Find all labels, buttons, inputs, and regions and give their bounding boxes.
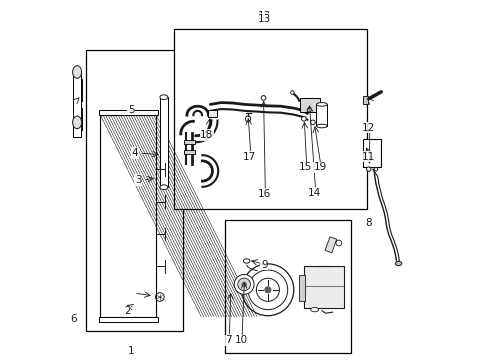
Bar bbox=[183, 140, 194, 144]
Bar bbox=[298, 275, 305, 301]
Bar bbox=[224, 220, 350, 353]
Bar bbox=[363, 139, 381, 167]
Ellipse shape bbox=[373, 167, 377, 171]
Text: 9: 9 bbox=[261, 260, 267, 270]
Bar bbox=[183, 150, 194, 154]
Text: 13: 13 bbox=[257, 11, 270, 21]
Text: 7: 7 bbox=[224, 335, 231, 345]
Text: 14: 14 bbox=[307, 188, 321, 198]
Ellipse shape bbox=[72, 66, 81, 78]
Text: 13: 13 bbox=[257, 14, 270, 24]
Circle shape bbox=[264, 286, 271, 293]
Text: 5: 5 bbox=[127, 105, 134, 115]
Text: 16: 16 bbox=[257, 189, 270, 199]
Ellipse shape bbox=[160, 95, 167, 100]
Ellipse shape bbox=[310, 307, 318, 312]
Ellipse shape bbox=[245, 116, 250, 122]
Bar bbox=[86, 50, 183, 331]
Ellipse shape bbox=[306, 108, 311, 112]
Bar bbox=[303, 266, 343, 308]
Bar bbox=[300, 98, 320, 112]
Ellipse shape bbox=[301, 116, 305, 121]
Text: 12: 12 bbox=[361, 123, 375, 133]
Text: 6: 6 bbox=[70, 314, 77, 324]
Bar bbox=[325, 237, 336, 253]
Bar bbox=[208, 110, 217, 117]
Text: 11: 11 bbox=[361, 152, 375, 162]
Bar bbox=[73, 72, 81, 137]
Bar bbox=[316, 104, 326, 126]
Text: 17: 17 bbox=[243, 152, 256, 162]
Bar bbox=[99, 317, 158, 322]
Text: 19: 19 bbox=[313, 162, 326, 172]
Text: 15: 15 bbox=[299, 162, 312, 172]
Text: 2: 2 bbox=[124, 306, 131, 316]
Ellipse shape bbox=[72, 116, 81, 129]
Ellipse shape bbox=[160, 185, 167, 190]
Ellipse shape bbox=[290, 91, 294, 94]
Ellipse shape bbox=[316, 103, 326, 106]
Bar bbox=[99, 110, 158, 115]
Ellipse shape bbox=[366, 167, 370, 171]
Text: 10: 10 bbox=[234, 335, 247, 345]
Bar bbox=[174, 29, 366, 209]
Ellipse shape bbox=[237, 278, 250, 291]
Bar bbox=[101, 115, 156, 317]
Bar bbox=[160, 97, 167, 187]
Text: 3: 3 bbox=[135, 175, 142, 185]
Ellipse shape bbox=[310, 120, 315, 125]
Ellipse shape bbox=[261, 96, 265, 100]
Ellipse shape bbox=[243, 259, 249, 263]
Text: 8: 8 bbox=[365, 218, 371, 228]
Ellipse shape bbox=[234, 274, 254, 294]
Text: 1: 1 bbox=[127, 346, 134, 356]
Circle shape bbox=[241, 282, 246, 287]
Text: 18: 18 bbox=[200, 130, 213, 140]
Bar bbox=[363, 96, 367, 104]
Ellipse shape bbox=[394, 261, 401, 266]
Ellipse shape bbox=[316, 124, 326, 128]
Text: 4: 4 bbox=[131, 148, 138, 158]
